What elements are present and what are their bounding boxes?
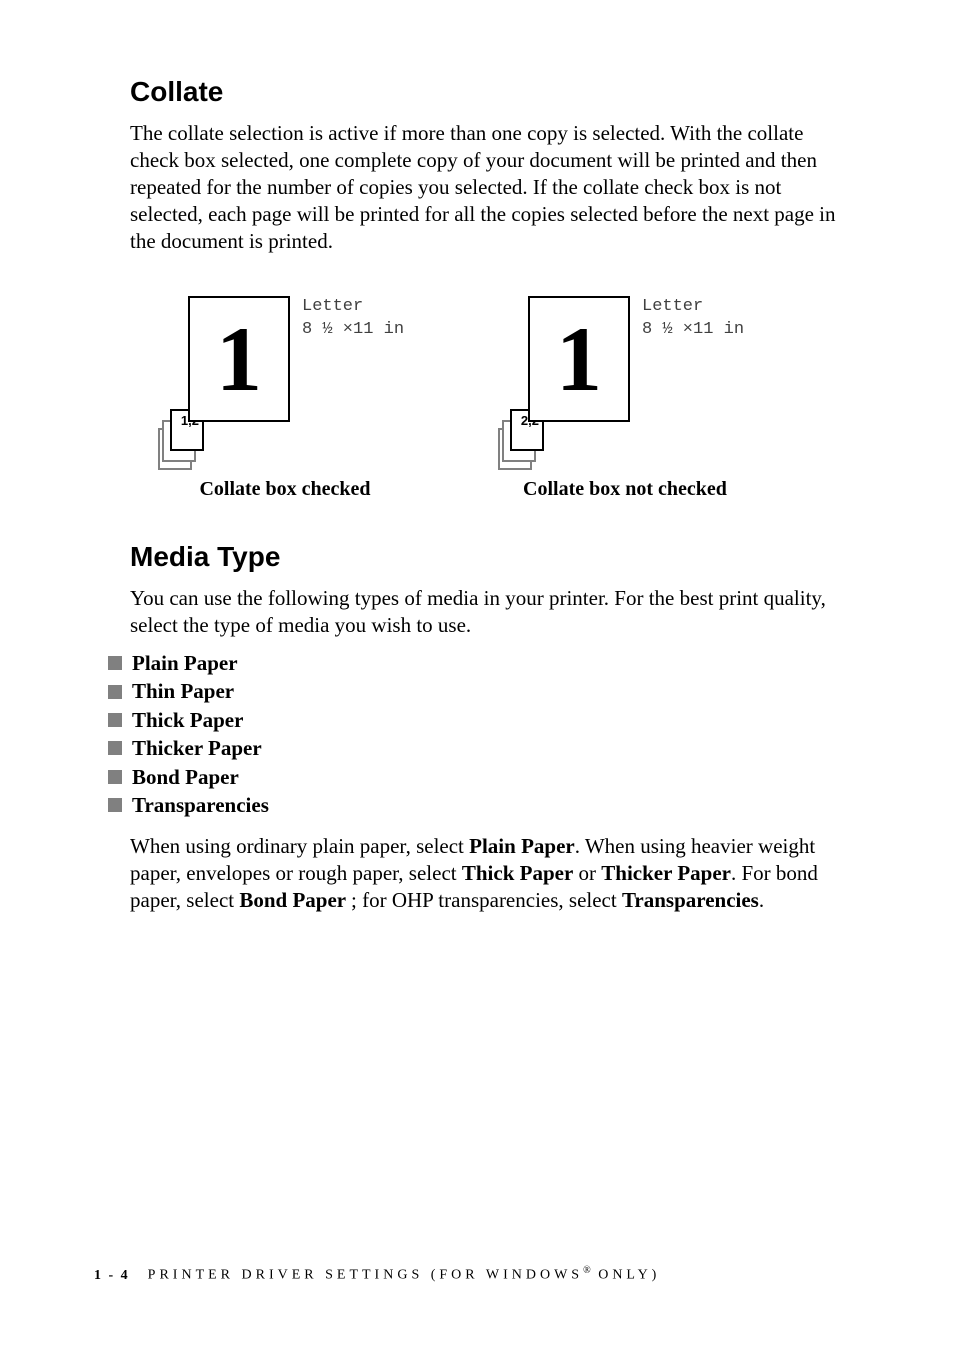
note-text: . <box>759 888 764 912</box>
paper-size-name: Letter <box>302 297 363 316</box>
list-item-label: Bond Paper <box>132 763 239 791</box>
media-type-note: When using ordinary plain paper, select … <box>130 833 854 914</box>
note-text: or <box>573 861 601 885</box>
note-bold: Thicker Paper <box>601 861 731 885</box>
list-item: Thicker Paper <box>108 734 854 762</box>
note-bold: Bond Paper <box>239 888 351 912</box>
registered-symbol: ® <box>583 1265 591 1276</box>
collate-unchecked-caption: Collate box not checked <box>523 478 727 501</box>
bullet-square-icon <box>108 770 122 784</box>
big-sheet: 1 <box>528 296 630 422</box>
note-bold: Transparencies <box>622 888 759 912</box>
collate-unchecked-block: 1,1 2,2 1 Letter 8 ½ ×11 in Collate box … <box>470 282 780 501</box>
page-footer: 1 - 4 PRINTER DRIVER SETTINGS (FOR WINDOW… <box>94 1265 660 1284</box>
note-text: When using ordinary plain paper, select <box>130 834 469 858</box>
list-item-label: Thicker Paper <box>132 734 262 762</box>
media-type-list: Plain Paper Thin Paper Thick Paper Thick… <box>108 649 854 819</box>
collate-checked-block: 1,2 1,2 1 Letter 8 ½ ×11 in Collate box … <box>130 282 440 501</box>
bullet-square-icon <box>108 713 122 727</box>
collate-heading: Collate <box>130 76 854 108</box>
footer-text-after: ONLY) <box>591 1268 661 1283</box>
list-item: Bond Paper <box>108 763 854 791</box>
big-sheet-number: 1 <box>216 313 262 405</box>
collate-unchecked-preview: 1,1 2,2 1 Letter 8 ½ ×11 in <box>470 282 780 472</box>
collate-checked-preview: 1,2 1,2 1 Letter 8 ½ ×11 in <box>130 282 440 472</box>
note-text: ; for OHP transparencies, select <box>351 888 622 912</box>
paper-size-dims: 8 ½ ×11 in <box>302 320 404 339</box>
list-item-label: Transparencies <box>132 791 269 819</box>
bullet-square-icon <box>108 656 122 670</box>
list-item: Thick Paper <box>108 706 854 734</box>
paper-stack-unchecked: 1,1 2,2 1 <box>498 294 648 464</box>
list-item-label: Thick Paper <box>132 706 243 734</box>
collate-checked-caption: Collate box checked <box>199 478 370 501</box>
media-type-heading: Media Type <box>130 541 854 573</box>
big-sheet: 1 <box>188 296 290 422</box>
note-bold: Thick Paper <box>462 861 573 885</box>
media-type-section: Media Type You can use the following typ… <box>130 541 854 913</box>
paper-size-label-left: Letter 8 ½ ×11 in <box>302 296 404 342</box>
note-bold: Plain Paper <box>469 834 575 858</box>
list-item-label: Plain Paper <box>132 649 238 677</box>
paper-size-label-right: Letter 8 ½ ×11 in <box>642 296 744 342</box>
collate-illustrations-row: 1,2 1,2 1 Letter 8 ½ ×11 in Collate box … <box>130 282 854 501</box>
big-sheet-number: 1 <box>556 313 602 405</box>
list-item-label: Thin Paper <box>132 677 234 705</box>
bullet-square-icon <box>108 741 122 755</box>
footer-text-before: PRINTER DRIVER SETTINGS (FOR WINDOWS <box>148 1268 583 1283</box>
list-item: Transparencies <box>108 791 854 819</box>
list-item: Plain Paper <box>108 649 854 677</box>
media-type-body-text: You can use the following types of media… <box>130 585 854 639</box>
page-number: 1 - 4 <box>94 1268 130 1283</box>
bullet-square-icon <box>108 685 122 699</box>
paper-size-name: Letter <box>642 297 703 316</box>
paper-stack-checked: 1,2 1,2 1 <box>158 294 308 464</box>
collate-body-text: The collate selection is active if more … <box>130 120 854 254</box>
bullet-square-icon <box>108 798 122 812</box>
list-item: Thin Paper <box>108 677 854 705</box>
paper-size-dims: 8 ½ ×11 in <box>642 320 744 339</box>
